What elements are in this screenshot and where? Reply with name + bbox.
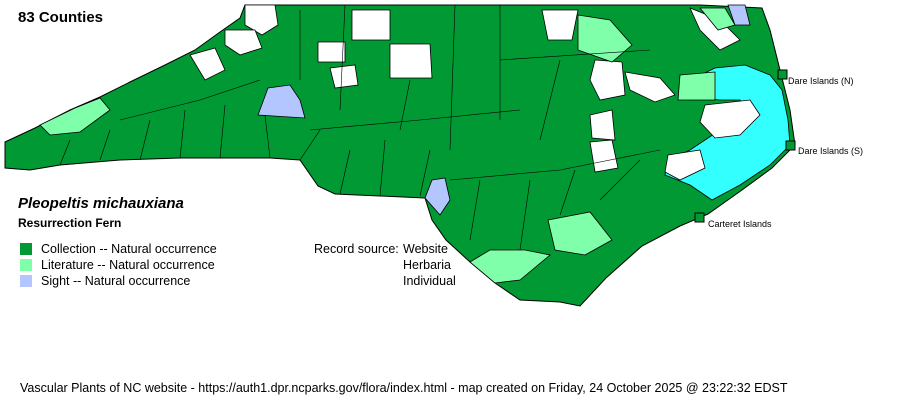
sight-counties xyxy=(257,4,751,216)
record-source-individual: Individual xyxy=(403,274,456,288)
island-label-dare-n: Dare Islands (N) xyxy=(788,76,854,86)
island-markers xyxy=(694,69,796,223)
county-lines xyxy=(59,4,661,251)
legend-label: Sight -- Natural occurrence xyxy=(41,274,191,288)
county-count: 83 Counties xyxy=(18,9,104,26)
record-source-website: Website xyxy=(403,242,448,256)
island-label-carteret: Carteret Islands xyxy=(708,219,772,229)
legend-swatch xyxy=(20,243,32,255)
island-label-dare-s: Dare Islands (S) xyxy=(798,146,864,156)
footer-credit: Vascular Plants of NC website - https://… xyxy=(20,381,788,395)
legend-label: Collection -- Natural occurrence xyxy=(41,242,217,256)
legend-swatch xyxy=(20,259,32,271)
legend-item-collection: Collection -- Natural occurrence xyxy=(20,242,217,256)
legend-label: Literature -- Natural occurrence xyxy=(41,258,215,272)
record-source-label: Record source: xyxy=(314,242,399,256)
legend-item-sight: Sight -- Natural occurrence xyxy=(20,274,190,288)
legend-swatch xyxy=(20,275,32,287)
legend-item-literature: Literature -- Natural occurrence xyxy=(20,258,215,272)
common-name: Resurrection Fern xyxy=(18,216,122,230)
literature-counties xyxy=(39,7,736,284)
white-counties xyxy=(189,4,761,181)
scientific-name: Pleopeltis michauxiana xyxy=(18,195,184,212)
record-source-herbaria: Herbaria xyxy=(403,258,451,272)
